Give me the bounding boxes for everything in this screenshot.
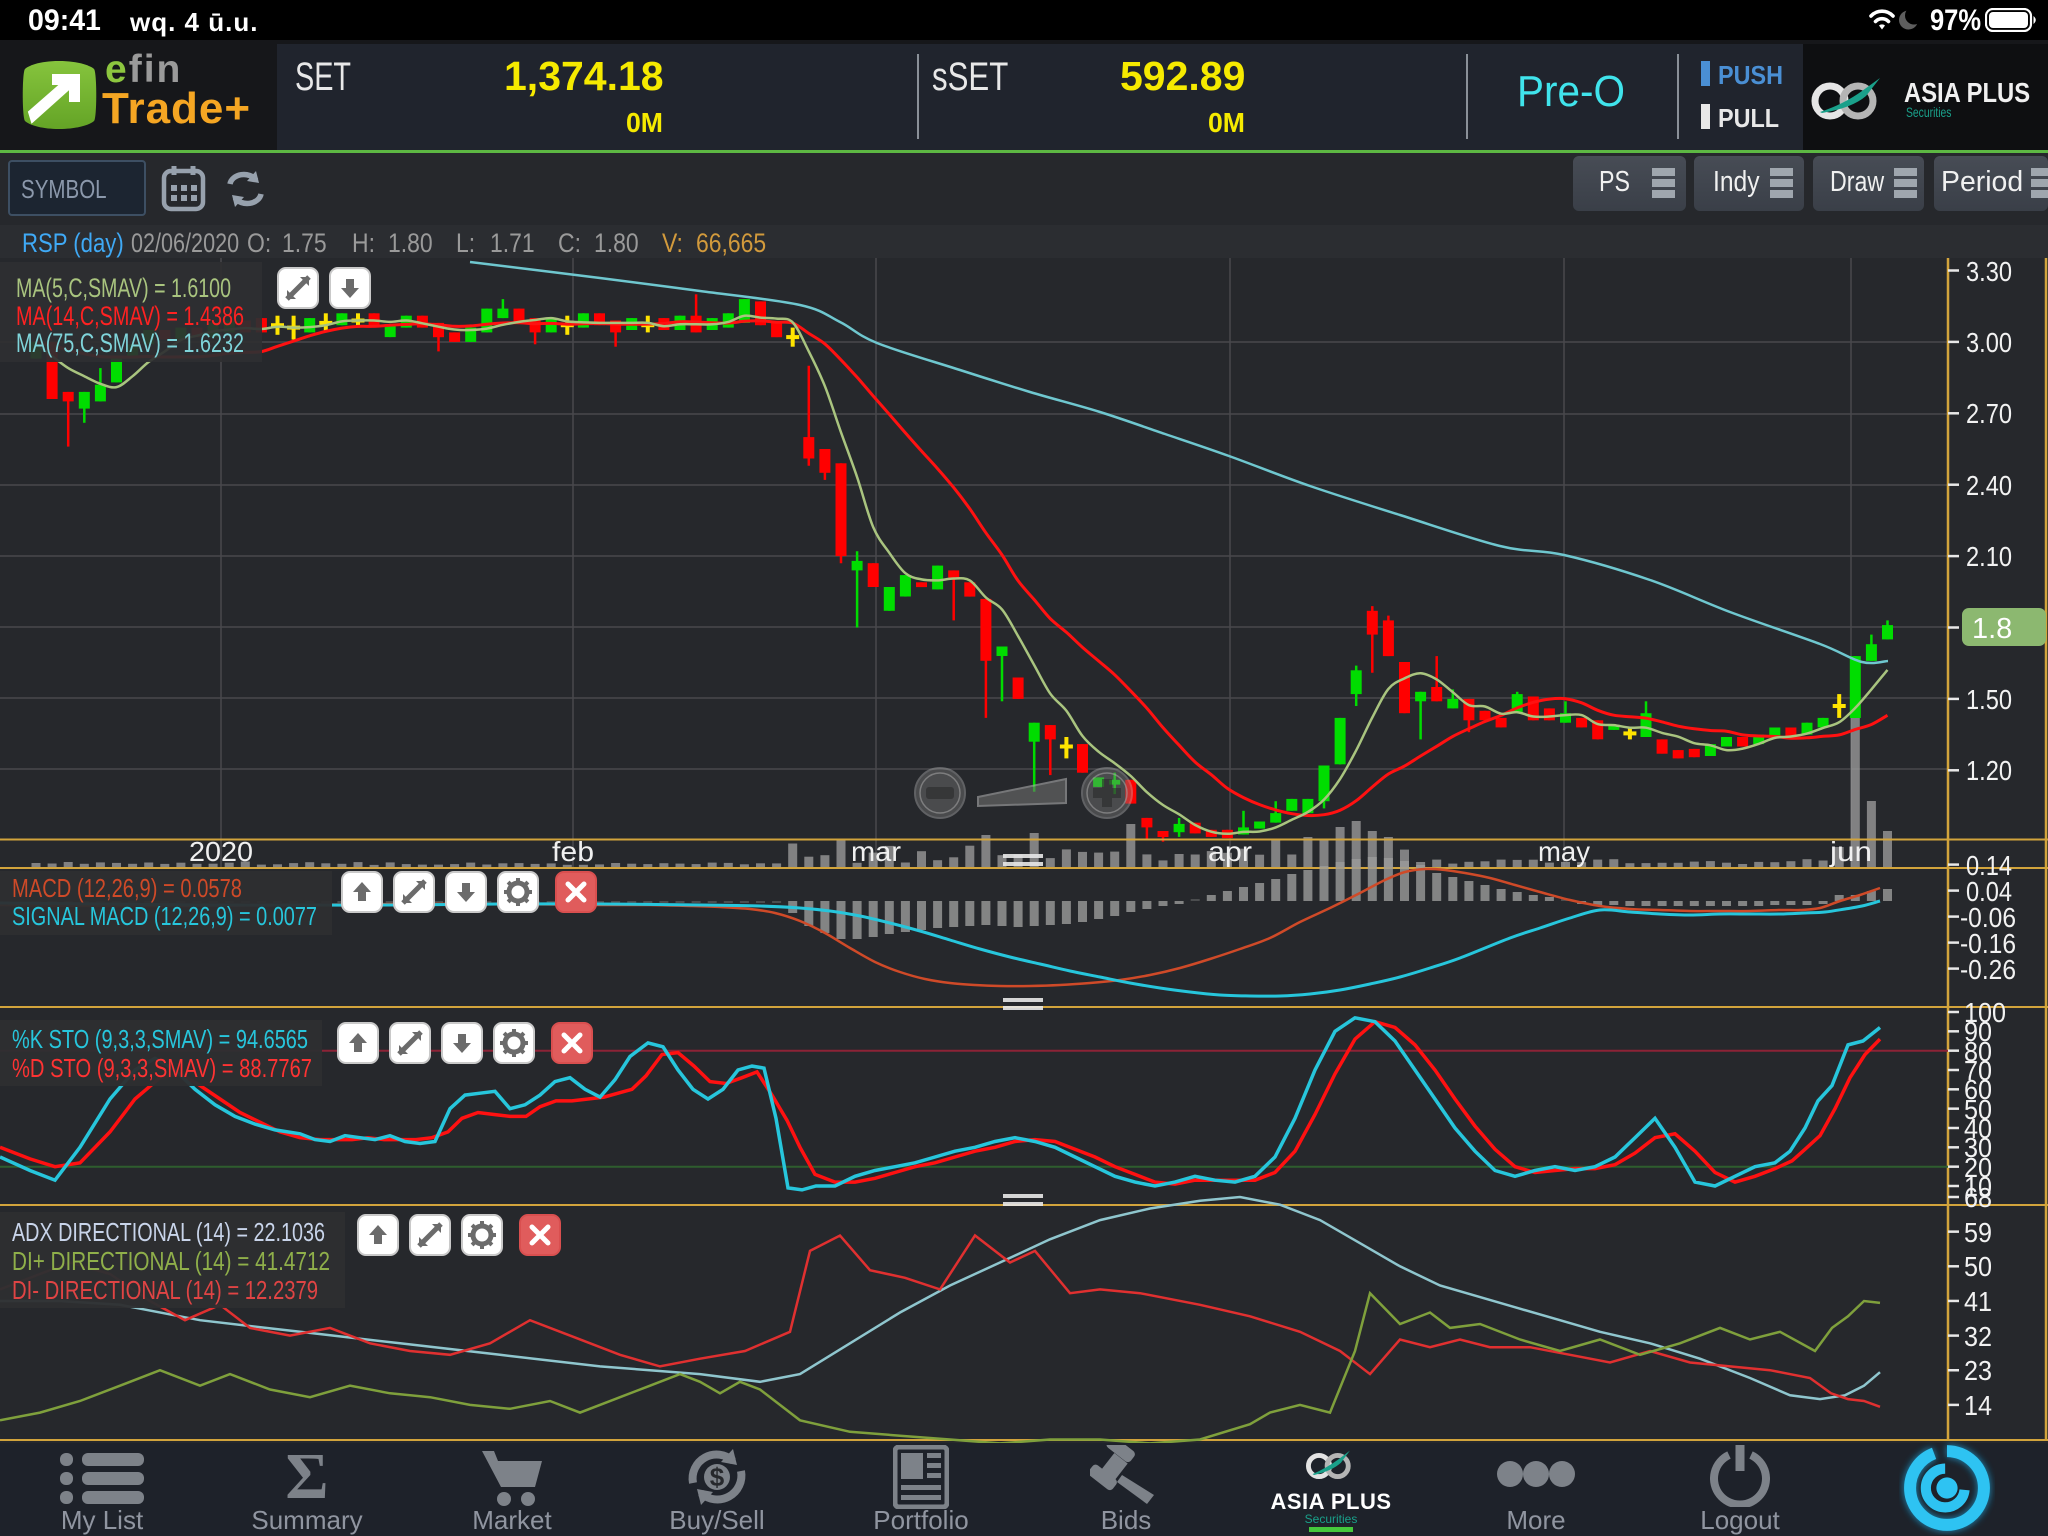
svg-text:3.30: 3.30 <box>1966 258 2012 287</box>
svg-text:apr: apr <box>1208 836 1252 867</box>
svg-text:MA(75,C,SMAV) = 1.6232: MA(75,C,SMAV) = 1.6232 <box>16 328 244 358</box>
svg-text:%K STO (9,3,3,SMAV) = 94.6565: %K STO (9,3,3,SMAV) = 94.6565 <box>12 1024 308 1054</box>
svg-text:2020: 2020 <box>189 836 253 867</box>
svg-text:59: 59 <box>1964 1217 1992 1248</box>
svg-text:jun: jun <box>1829 836 1872 867</box>
svg-text:1.50: 1.50 <box>1966 684 2012 715</box>
svg-text:0.04: 0.04 <box>1966 876 2012 907</box>
svg-text:32: 32 <box>1964 1321 1992 1352</box>
svg-text:23: 23 <box>1964 1355 1992 1386</box>
svg-text:MA(5,C,SMAV) = 1.6100: MA(5,C,SMAV) = 1.6100 <box>16 273 231 303</box>
svg-text:1.20: 1.20 <box>1966 755 2012 786</box>
svg-text:50: 50 <box>1964 1251 1992 1282</box>
svg-text:DI+ DIRECTIONAL (14) = 41.4712: DI+ DIRECTIONAL (14) = 41.4712 <box>12 1246 330 1276</box>
svg-text:2.10: 2.10 <box>1966 541 2012 572</box>
svg-text:2.40: 2.40 <box>1966 470 2012 501</box>
svg-text:14: 14 <box>1964 1390 1992 1421</box>
svg-text:-0.06: -0.06 <box>1960 902 2016 933</box>
svg-text:40: 40 <box>1964 1113 1992 1144</box>
svg-text:%D STO (9,3,3,SMAV) = 88.7767: %D STO (9,3,3,SMAV) = 88.7767 <box>12 1053 312 1083</box>
svg-text:$: $ <box>710 1462 725 1492</box>
svg-text:30: 30 <box>1964 1132 1992 1163</box>
svg-text:0.14: 0.14 <box>1966 850 2012 881</box>
svg-text:41: 41 <box>1964 1286 1992 1317</box>
svg-text:2.70: 2.70 <box>1966 398 2012 429</box>
svg-text:may: may <box>1538 836 1590 867</box>
svg-text:MACD (12,26,9) = 0.0578: MACD (12,26,9) = 0.0578 <box>12 873 242 903</box>
svg-text:mar: mar <box>851 836 901 867</box>
svg-text:-0.26: -0.26 <box>1960 954 2016 985</box>
svg-text:SIGNAL MACD (12,26,9) = 0.0077: SIGNAL MACD (12,26,9) = 0.0077 <box>12 901 317 931</box>
svg-text:ADX DIRECTIONAL (14) = 22.1036: ADX DIRECTIONAL (14) = 22.1036 <box>12 1217 325 1247</box>
svg-text:3.00: 3.00 <box>1966 327 2012 358</box>
svg-text:50: 50 <box>1964 1094 1992 1125</box>
svg-text:DI- DIRECTIONAL (14) = 12.2379: DI- DIRECTIONAL (14) = 12.2379 <box>12 1275 318 1305</box>
svg-text:60: 60 <box>1964 1074 1992 1105</box>
svg-text:70: 70 <box>1964 1055 1992 1086</box>
svg-text:MA(14,C,SMAV) = 1.4386: MA(14,C,SMAV) = 1.4386 <box>16 301 244 331</box>
svg-text:1.8: 1.8 <box>1972 613 2012 645</box>
svg-text:-0.16: -0.16 <box>1960 928 2016 959</box>
svg-text:90: 90 <box>1964 1016 1992 1047</box>
svg-text:feb: feb <box>552 836 594 867</box>
svg-text:80: 80 <box>1964 1036 1992 1067</box>
svg-text:10: 10 <box>1964 1171 1992 1202</box>
svg-text:100: 100 <box>1964 997 2006 1028</box>
svg-text:20: 20 <box>1964 1152 1992 1183</box>
svg-text:68: 68 <box>1964 1182 1992 1213</box>
